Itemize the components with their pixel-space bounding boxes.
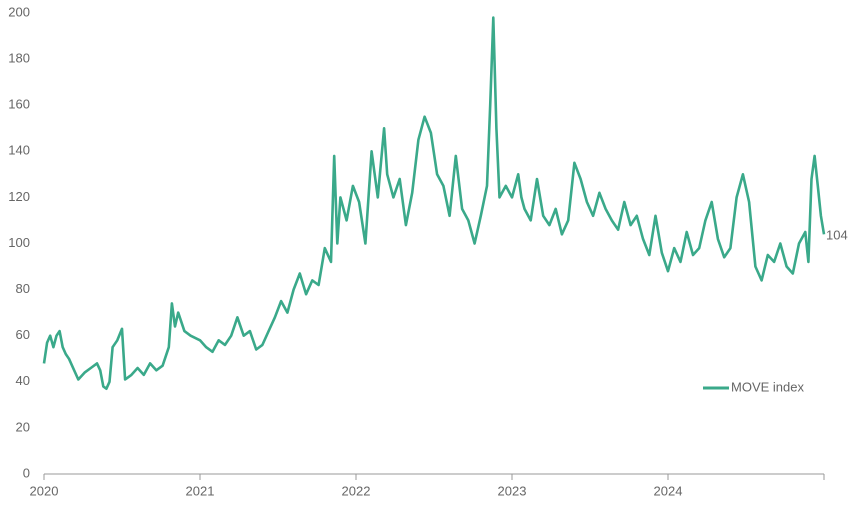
y-tick-label: 140 — [8, 143, 30, 158]
y-tick-label: 160 — [8, 97, 30, 112]
series-line — [42, 16, 826, 390]
end-label: 104 — [826, 228, 848, 243]
y-tick-label: 80 — [16, 281, 30, 296]
y-tick-label: 20 — [16, 419, 30, 434]
x-tick-label: 2020 — [30, 483, 59, 498]
y-tick-label: 0 — [23, 465, 30, 480]
x-tick-label: 2022 — [342, 483, 371, 498]
legend-label: MOVE index — [731, 379, 804, 394]
y-tick-label: 40 — [16, 373, 30, 388]
y-tick-label: 120 — [8, 189, 30, 204]
x-tick-label: 2023 — [498, 483, 527, 498]
y-tick-label: 180 — [8, 51, 30, 66]
y-tick-label: 100 — [8, 235, 30, 250]
y-tick-label: 60 — [16, 327, 30, 342]
y-tick-label: 200 — [8, 4, 30, 19]
x-tick-label: 2024 — [654, 483, 683, 498]
x-tick-label: 2021 — [186, 483, 215, 498]
